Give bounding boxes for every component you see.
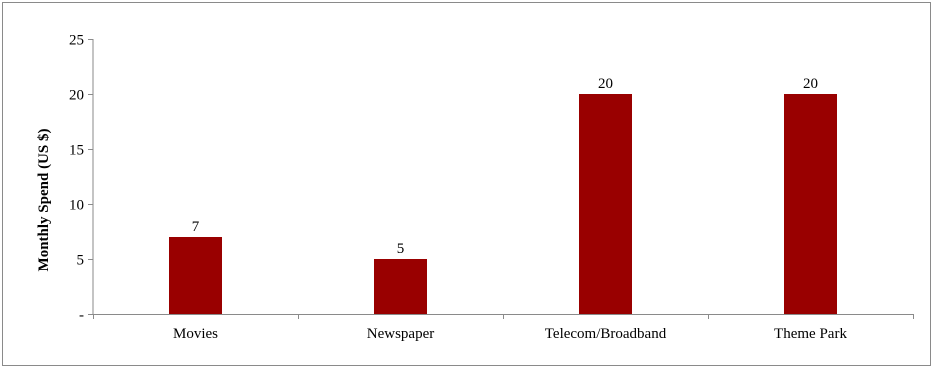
y-tick-label: 25 (69, 33, 84, 49)
category-label: Movies (173, 326, 218, 342)
y-tick-label: 10 (69, 198, 84, 214)
bars (169, 94, 837, 314)
data-label: 20 (803, 76, 818, 92)
data-label: 5 (397, 241, 405, 257)
y-tick-label: - (79, 308, 84, 324)
chart-frame (2, 2, 931, 366)
y-tick-label: 20 (69, 88, 84, 104)
y-tick-label: 15 (69, 143, 84, 159)
bar-telecom-broadband (579, 94, 632, 314)
category-labels: Movies Newspaper Telecom/Broadband Theme Pa… (173, 326, 847, 342)
y-tick-label: 5 (77, 253, 85, 269)
bar-theme-park (784, 94, 837, 314)
data-label: 7 (192, 219, 200, 235)
category-label: Telecom/Broadband (545, 326, 667, 342)
data-labels: 7 5 20 20 (192, 76, 818, 257)
bar-newspaper (374, 259, 427, 314)
category-label: Newspaper (367, 326, 434, 342)
category-label: Theme Park (774, 326, 847, 342)
y-axis: - 5 10 15 20 25 (69, 33, 94, 324)
bar-movies (169, 237, 222, 314)
y-axis-title: Monthly Spend (US $) (36, 129, 52, 272)
data-label: 20 (598, 76, 613, 92)
x-axis (93, 314, 914, 319)
